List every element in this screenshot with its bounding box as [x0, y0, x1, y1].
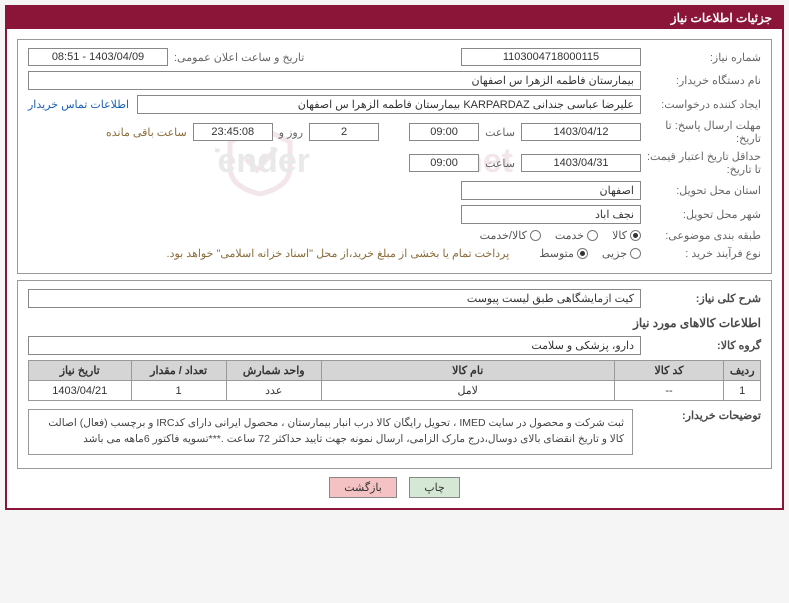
- table-cell: 1: [131, 381, 226, 401]
- info-fieldset: AriaTender net شماره نیاز: 1103004718000…: [17, 39, 772, 274]
- deadline-label: مهلت ارسال پاسخ: تا تاریخ:: [641, 119, 761, 145]
- table-row: 1--لاملعدد11403/04/21: [29, 381, 761, 401]
- table-header: ردیف: [724, 361, 761, 381]
- radio-icon: [530, 230, 541, 241]
- radio-option[interactable]: خدمت: [555, 229, 598, 242]
- table-header: تعداد / مقدار: [131, 361, 226, 381]
- creator-label: ایجاد کننده درخواست:: [641, 98, 761, 111]
- creator-value: علیرضا عباسی جندانی KARPARDAZ بیمارستان …: [137, 95, 641, 114]
- radio-icon: [630, 248, 641, 259]
- time-label-2: ساعت: [485, 157, 515, 170]
- desc-fieldset: شرح کلی نیاز: کیت ازمایشگاهی طبق لیست پی…: [17, 280, 772, 469]
- table-cell: عدد: [226, 381, 321, 401]
- remaining-hint: ساعت باقی مانده: [106, 126, 187, 139]
- validity-label: حداقل تاریخ اعتبار قیمت: تا تاریخ:: [641, 150, 761, 176]
- class-label: طبقه بندی موضوعی:: [641, 229, 761, 242]
- city-value: نجف اباد: [461, 205, 641, 224]
- radio-label: متوسط: [539, 247, 574, 260]
- days-remaining: 2: [309, 123, 379, 141]
- process-radio-group: جزیی متوسط: [539, 247, 641, 260]
- table-header: نام کالا: [321, 361, 614, 381]
- deadline-time: 09:00: [409, 123, 479, 141]
- province-label: استان محل تحویل:: [641, 184, 761, 197]
- main-panel: جزئیات اطلاعات نیاز AriaTender net شماره…: [5, 5, 784, 510]
- radio-label: کالا/خدمت: [480, 229, 527, 242]
- need-number-label: شماره نیاز:: [641, 51, 761, 64]
- time-remaining: 23:45:08: [193, 123, 273, 141]
- table-header: تاریخ نیاز: [29, 361, 132, 381]
- table-header: کد کالا: [614, 361, 724, 381]
- radio-option[interactable]: متوسط: [539, 247, 588, 260]
- need-number-value: 1103004718000115: [461, 48, 641, 66]
- radio-icon: [577, 248, 588, 259]
- note-label: توضیحات خریدار:: [641, 409, 761, 422]
- radio-option[interactable]: کالا/خدمت: [480, 229, 541, 242]
- province-value: اصفهان: [461, 181, 641, 200]
- radio-icon: [630, 230, 641, 241]
- radio-label: خدمت: [555, 229, 584, 242]
- print-button[interactable]: چاپ: [409, 477, 460, 498]
- desc-label: شرح کلی نیاز:: [641, 292, 761, 305]
- radio-icon: [587, 230, 598, 241]
- deadline-date: 1403/04/12: [521, 123, 641, 141]
- days-word: روز و: [279, 126, 303, 139]
- table-cell: 1: [724, 381, 761, 401]
- payment-note: پرداخت تمام یا بخشی از مبلغ خرید،از محل …: [167, 247, 510, 260]
- table-header: واحد شمارش: [226, 361, 321, 381]
- contact-link[interactable]: اطلاعات تماس خریدار: [28, 98, 129, 111]
- radio-option[interactable]: کالا: [612, 229, 641, 242]
- group-value: دارو، پزشکی و سلامت: [28, 336, 641, 355]
- back-button[interactable]: بازگشت: [329, 477, 397, 498]
- table-cell: --: [614, 381, 724, 401]
- radio-option[interactable]: جزیی: [602, 247, 641, 260]
- radio-label: کالا: [612, 229, 627, 242]
- buyer-value: بیمارستان فاطمه الزهرا س اصفهان: [28, 71, 641, 90]
- table-cell: 1403/04/21: [29, 381, 132, 401]
- city-label: شهر محل تحویل:: [641, 208, 761, 221]
- panel-title: جزئیات اطلاعات نیاز: [7, 7, 782, 29]
- radio-label: جزیی: [602, 247, 627, 260]
- goods-info-title: اطلاعات کالاهای مورد نیاز: [28, 316, 761, 330]
- time-label-1: ساعت: [485, 126, 515, 139]
- group-label: گروه کالا:: [641, 339, 761, 352]
- class-radio-group: کالا خدمت کالا/خدمت: [480, 229, 641, 242]
- desc-value: کیت ازمایشگاهی طبق لیست پیوست: [28, 289, 641, 308]
- note-text: ثبت شرکت و محصول در سایت IMED ، تحویل را…: [28, 409, 633, 455]
- buyer-label: نام دستگاه خریدار:: [641, 74, 761, 87]
- validity-date: 1403/04/31: [521, 154, 641, 172]
- validity-time: 09:00: [409, 154, 479, 172]
- table-cell: لامل: [321, 381, 614, 401]
- goods-table: ردیفکد کالانام کالاواحد شمارشتعداد / مقد…: [28, 360, 761, 401]
- announce-label: تاریخ و ساعت اعلان عمومی:: [174, 51, 304, 64]
- process-label: نوع فرآیند خرید :: [641, 247, 761, 260]
- announce-value: 1403/04/09 - 08:51: [28, 48, 168, 66]
